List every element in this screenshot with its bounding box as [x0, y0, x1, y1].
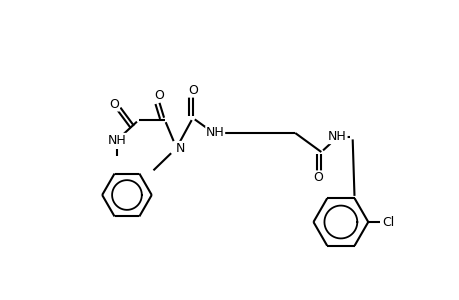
Text: O: O [187, 84, 197, 97]
Text: NH: NH [107, 134, 126, 146]
Text: N: N [175, 142, 185, 154]
Text: O: O [109, 98, 119, 111]
Text: O: O [153, 88, 163, 102]
Text: NH: NH [328, 130, 346, 143]
Text: O: O [313, 171, 323, 184]
Text: NH: NH [205, 127, 224, 140]
Text: Cl: Cl [381, 215, 393, 229]
